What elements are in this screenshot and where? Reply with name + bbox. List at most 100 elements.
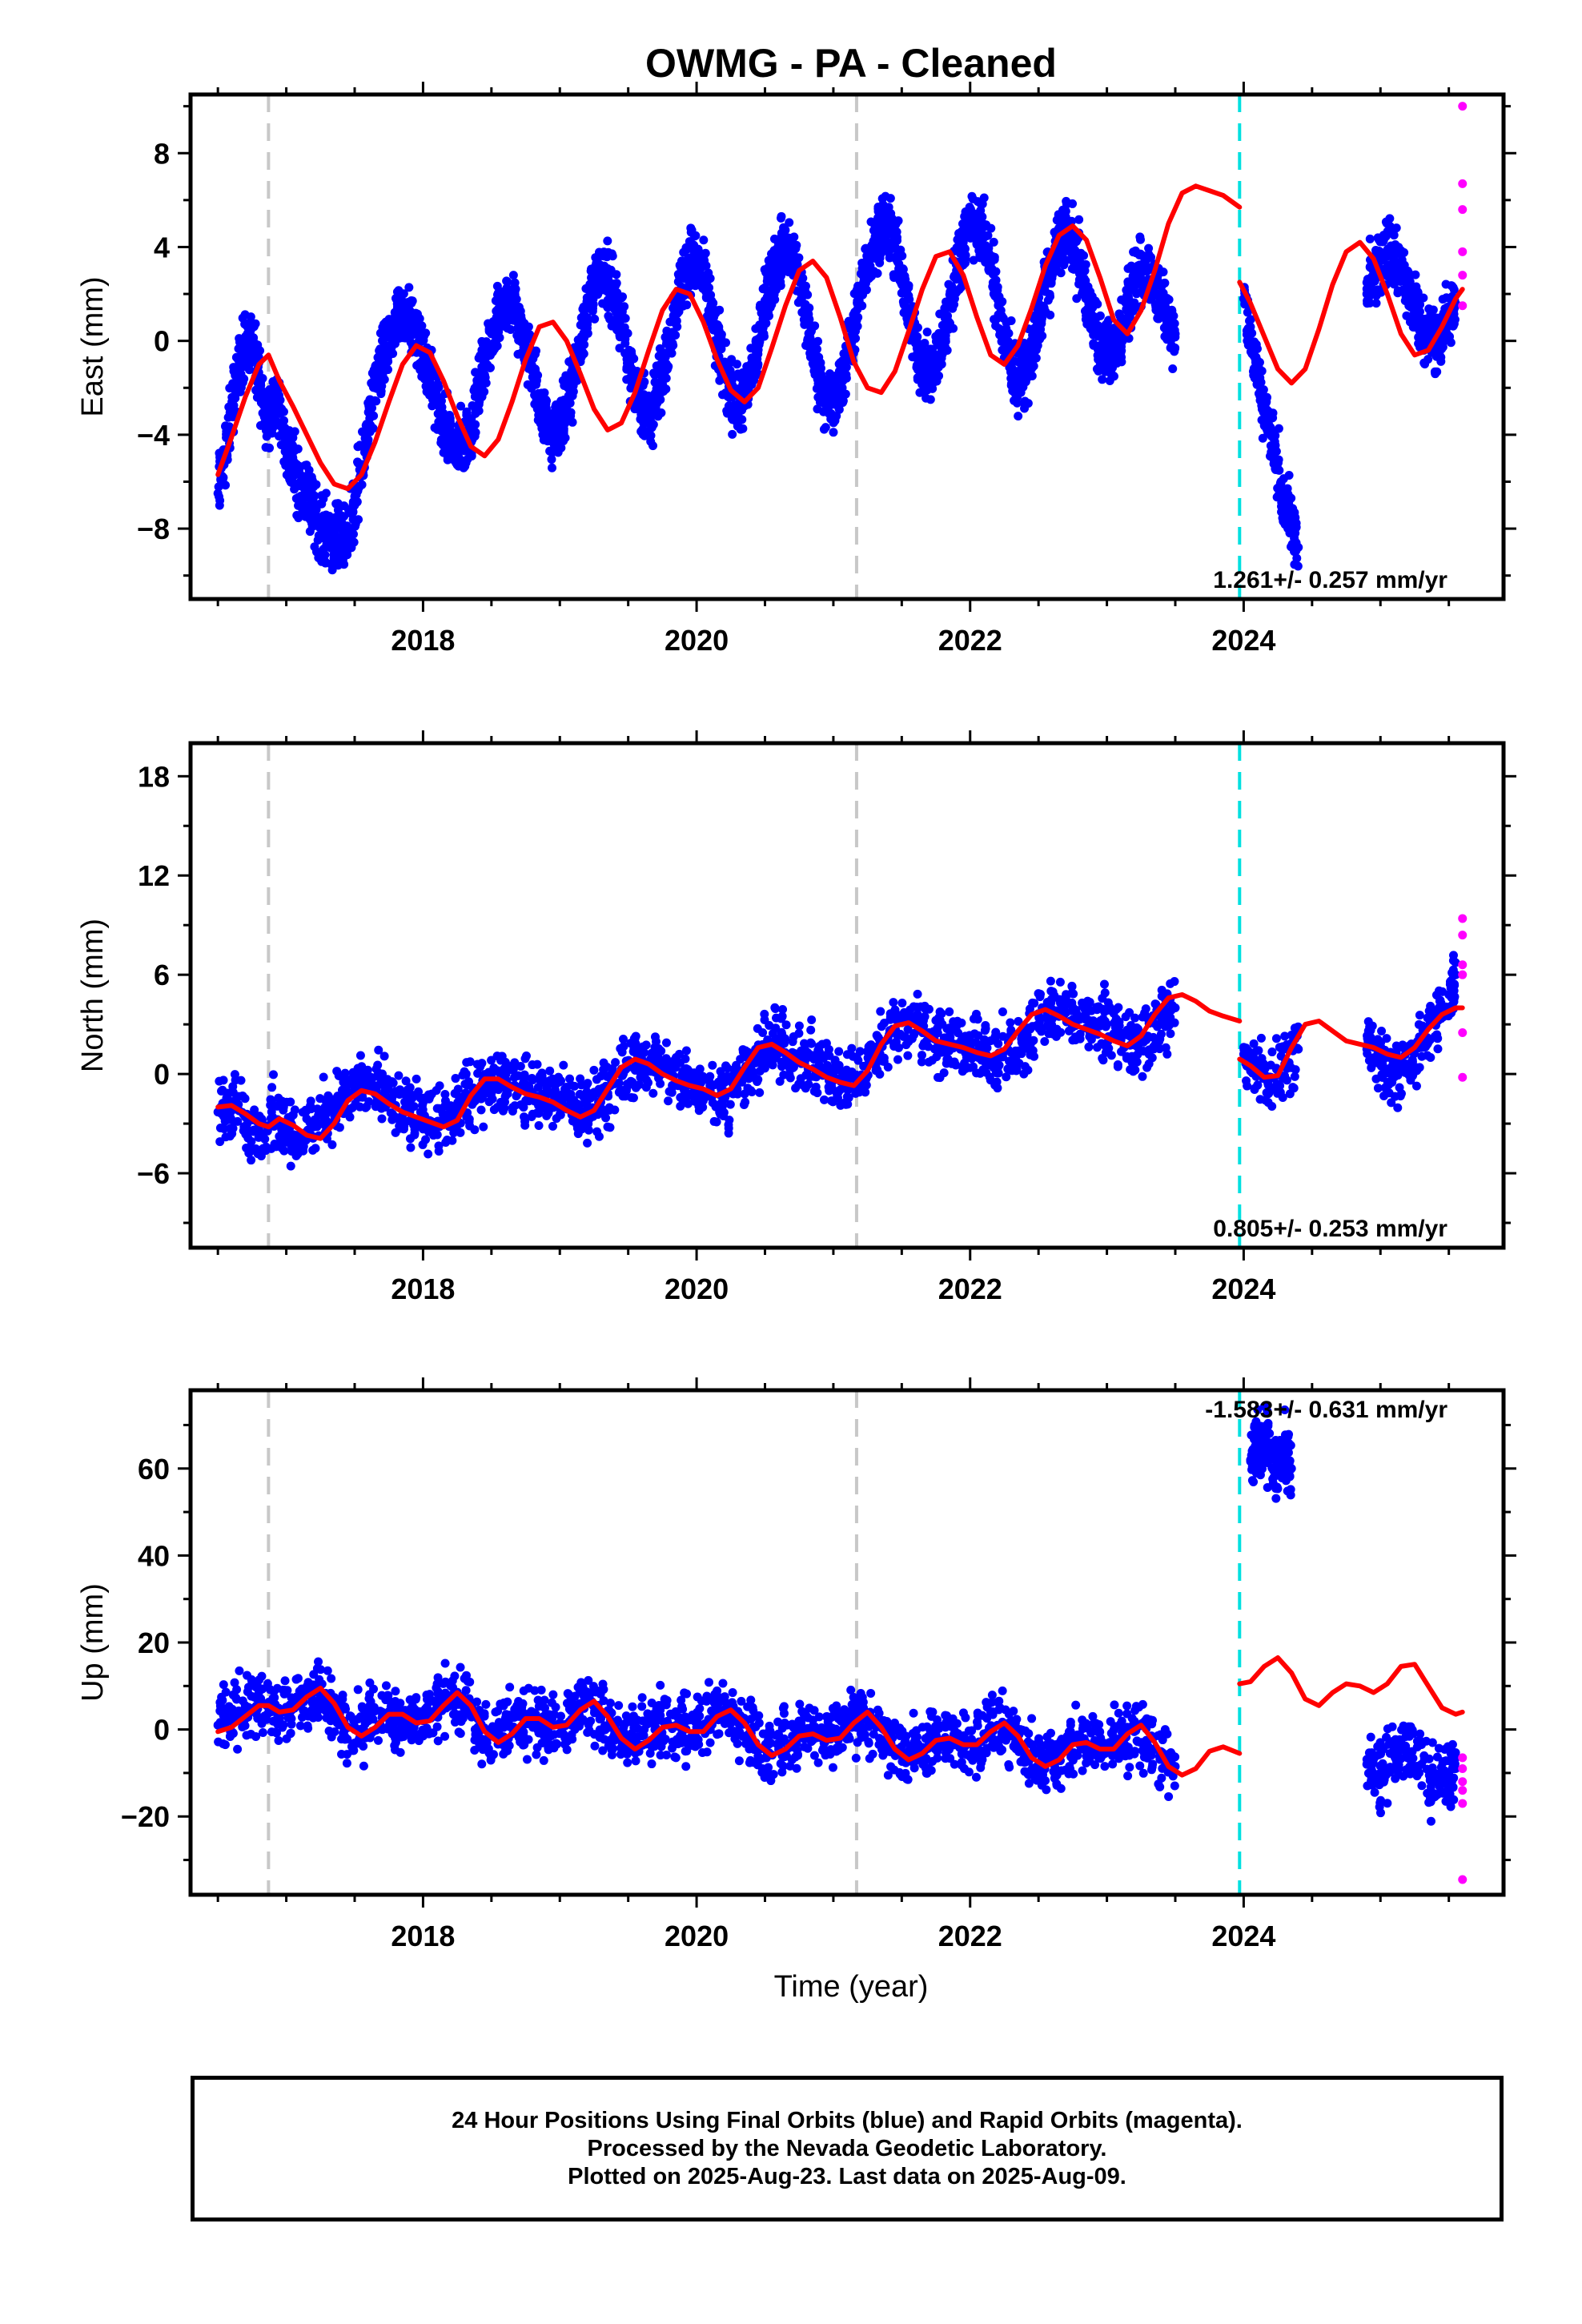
final-orbit-point — [247, 1146, 256, 1156]
rapid-orbit-point — [1458, 271, 1468, 280]
final-orbit-point — [303, 509, 312, 519]
final-orbit-point — [330, 530, 339, 540]
final-orbit-point — [1403, 276, 1413, 286]
final-orbit-point — [531, 365, 540, 375]
final-orbit-point — [637, 415, 647, 424]
y-tick-label: −4 — [137, 419, 170, 452]
final-orbit-point — [770, 295, 780, 304]
final-orbit-point — [612, 270, 621, 279]
final-orbit-point — [342, 1087, 351, 1096]
final-orbit-point — [229, 400, 239, 410]
final-orbit-point — [945, 319, 954, 328]
final-orbit-point — [1275, 465, 1284, 475]
final-orbit-point — [590, 314, 600, 324]
final-orbit-point — [578, 336, 588, 346]
final-orbit-point — [506, 324, 516, 334]
final-orbit-point — [678, 301, 688, 311]
final-orbit-point — [1253, 367, 1263, 376]
final-orbit-point — [424, 1149, 433, 1159]
final-orbit-point — [251, 354, 261, 364]
final-orbit-point — [547, 455, 556, 464]
final-orbit-point — [886, 209, 896, 219]
final-orbit-point — [946, 281, 955, 291]
final-orbit-point — [410, 1124, 420, 1134]
final-orbit-point — [753, 362, 762, 372]
final-orbit-point — [704, 268, 713, 278]
final-orbit-point — [791, 243, 801, 253]
final-orbit-point — [603, 279, 612, 289]
final-orbit-point — [307, 472, 316, 482]
final-orbit-point — [418, 1124, 428, 1134]
final-orbit-point — [377, 1114, 387, 1124]
final-orbit-point — [305, 527, 315, 537]
final-orbit-point — [471, 368, 480, 377]
final-orbit-point — [1006, 316, 1016, 325]
final-orbit-point — [279, 1146, 289, 1156]
final-orbit-point — [1029, 361, 1038, 371]
final-orbit-point — [644, 428, 653, 437]
final-orbit-point — [979, 193, 989, 203]
final-orbit-point — [1038, 331, 1047, 340]
final-orbit-point — [408, 1093, 417, 1103]
final-orbit-point — [892, 235, 901, 245]
final-orbit-point — [311, 1144, 320, 1153]
final-orbit-point — [488, 347, 497, 356]
final-orbit-point — [353, 1063, 363, 1073]
final-orbit-point — [1448, 283, 1458, 292]
final-orbit-point — [871, 254, 881, 263]
final-orbit-point — [1248, 346, 1258, 356]
final-orbit-point — [373, 1060, 383, 1070]
final-orbit-point — [673, 308, 682, 318]
x-tick-label: 2022 — [938, 624, 1002, 657]
final-orbit-point — [1164, 295, 1174, 304]
final-orbit-point — [268, 423, 278, 432]
final-orbit-point — [456, 401, 466, 411]
final-orbit-point — [1158, 267, 1168, 277]
final-orbit-point — [337, 535, 347, 545]
chart-title: OWMG - PA - Cleaned — [645, 41, 1057, 86]
final-orbit-point — [829, 374, 839, 384]
final-orbit-point — [243, 322, 252, 332]
x-tick-label: 2024 — [1211, 624, 1275, 657]
final-orbit-point — [500, 304, 510, 313]
final-orbit-point — [256, 378, 266, 388]
final-orbit-point — [419, 336, 428, 345]
final-orbit-point — [326, 559, 335, 569]
final-orbit-point — [476, 1059, 486, 1069]
final-orbit-point — [934, 371, 944, 380]
final-orbit-point — [721, 338, 731, 348]
final-orbit-point — [1431, 352, 1441, 361]
final-orbit-point — [388, 349, 398, 359]
final-orbit-point — [559, 436, 568, 446]
final-orbit-point — [829, 418, 838, 428]
final-orbit-point — [1383, 244, 1392, 254]
final-orbit-point — [940, 332, 950, 342]
final-orbit-point — [808, 344, 817, 354]
final-orbit-point — [596, 281, 606, 291]
final-orbit-point — [776, 213, 785, 223]
final-orbit-point — [268, 1070, 278, 1080]
final-orbit-point — [1247, 328, 1257, 338]
final-orbit-point — [588, 304, 597, 313]
final-orbit-point — [449, 1128, 459, 1137]
final-orbit-point — [851, 334, 861, 344]
final-orbit-point — [892, 227, 901, 237]
final-orbit-point — [1270, 437, 1279, 447]
final-orbit-point — [480, 351, 490, 360]
final-orbit-point — [1391, 223, 1401, 233]
final-orbit-point — [976, 206, 986, 215]
y-tick-label: 0 — [154, 325, 170, 358]
final-orbit-point — [532, 346, 541, 356]
final-orbit-point — [481, 378, 491, 388]
final-orbit-point — [306, 1096, 315, 1106]
final-orbit-point — [604, 267, 614, 276]
final-orbit-point — [260, 1134, 270, 1144]
final-orbit-point — [317, 491, 327, 501]
final-orbit-point — [405, 1083, 415, 1092]
final-orbit-point — [310, 491, 319, 501]
final-orbit-point — [355, 1051, 365, 1060]
final-orbit-point — [785, 218, 794, 227]
final-orbit-point — [279, 1105, 288, 1115]
final-orbit-point — [913, 323, 922, 332]
final-orbit-point — [238, 1092, 247, 1101]
